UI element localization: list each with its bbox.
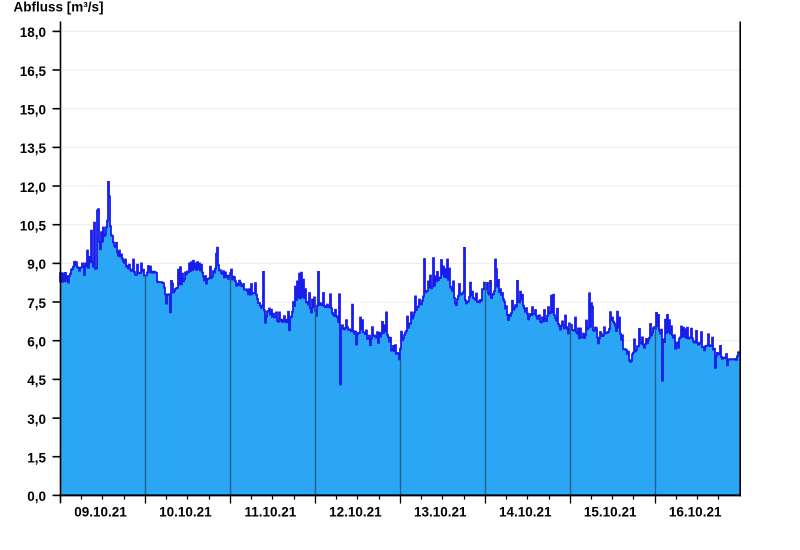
svg-text:15,0: 15,0 — [20, 103, 46, 118]
svg-text:13.10.21: 13.10.21 — [414, 505, 467, 520]
svg-text:16,5: 16,5 — [20, 64, 47, 79]
svg-text:16.10.21: 16.10.21 — [669, 505, 722, 520]
svg-text:0,0: 0,0 — [27, 489, 46, 504]
svg-text:18,0: 18,0 — [20, 25, 46, 40]
svg-text:14.10.21: 14.10.21 — [499, 505, 552, 520]
svg-text:10,5: 10,5 — [20, 219, 47, 234]
svg-text:1,5: 1,5 — [27, 451, 46, 466]
svg-text:12.10.21: 12.10.21 — [329, 505, 382, 520]
svg-text:15.10.21: 15.10.21 — [584, 505, 637, 520]
svg-text:Abfluss [m³/s]: Abfluss [m³/s] — [14, 0, 104, 15]
svg-text:12,0: 12,0 — [20, 180, 46, 195]
svg-text:4,5: 4,5 — [27, 373, 46, 388]
svg-text:9,0: 9,0 — [27, 257, 46, 272]
svg-text:09.10.21: 09.10.21 — [74, 505, 127, 520]
svg-text:10.10.21: 10.10.21 — [159, 505, 212, 520]
svg-text:6,0: 6,0 — [27, 335, 46, 350]
svg-text:13,5: 13,5 — [20, 141, 47, 156]
svg-text:3,0: 3,0 — [27, 412, 46, 427]
svg-text:7,5: 7,5 — [27, 296, 46, 311]
svg-text:11.10.21: 11.10.21 — [244, 505, 296, 520]
